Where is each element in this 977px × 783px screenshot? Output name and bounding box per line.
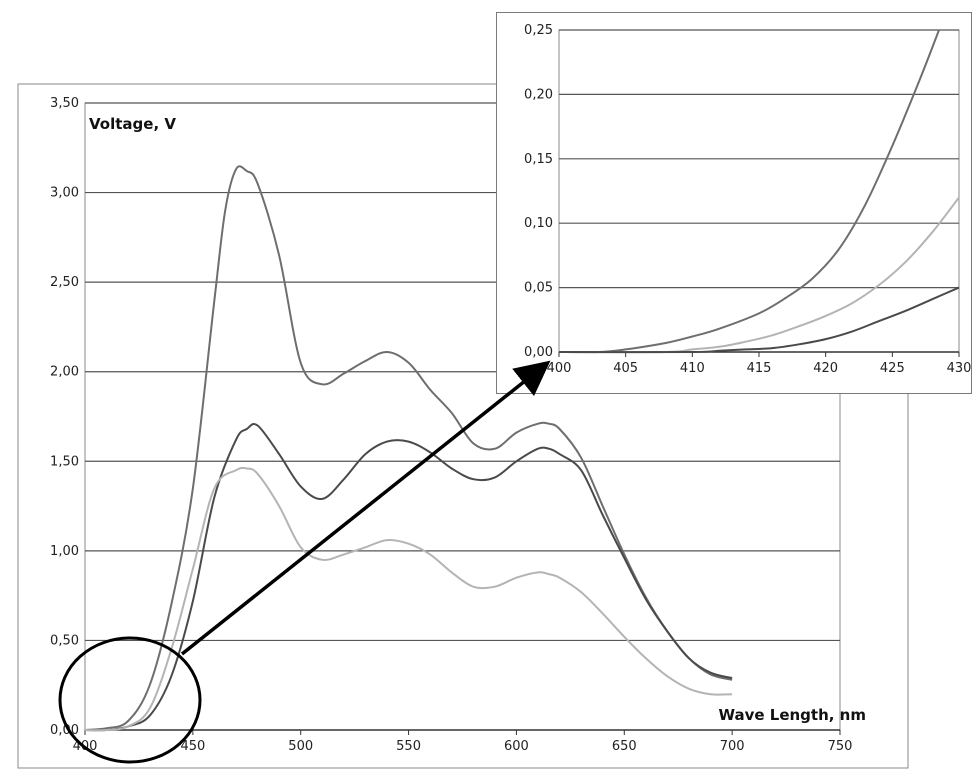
inset-chart: 0,00 0,05 0,10 0,15 0,20 0,25 400 405 410 415 420 4… (524, 23, 972, 376)
y-tick-label: 3,50 (50, 96, 79, 111)
x-tick-label: 430 (947, 361, 972, 376)
x-tick-label: 550 (396, 739, 421, 754)
x-tick-label: 600 (504, 739, 529, 754)
x-tick-label: 400 (547, 361, 572, 376)
y-tick-label: 0,00 (524, 345, 553, 360)
y-tick-label: 0,25 (524, 23, 553, 38)
plot-area (558, 29, 960, 353)
y-tick-label: 0,15 (524, 152, 553, 167)
x-tick-label: 425 (880, 361, 905, 376)
series-line-3 (558, 286, 960, 354)
inset-chart-panel: 0,00 0,05 0,10 0,15 0,20 0,25 400 405 410 415 420 4… (496, 12, 972, 394)
y-tick-label: 2,50 (50, 275, 79, 290)
y-tick-label: 0,50 (50, 633, 79, 648)
y-tick-label: 1,50 (50, 454, 79, 469)
x-tick-label: 410 (680, 361, 705, 376)
x-tick-label: 400 (73, 739, 98, 754)
x-tick-label: 500 (288, 739, 313, 754)
y-tick-label: 1,00 (50, 544, 79, 559)
x-tick-label: 650 (612, 739, 637, 754)
y-tick-label: 2,00 (50, 365, 79, 380)
y-tick-label: 0,20 (524, 87, 553, 102)
x-tick-label: 700 (720, 739, 745, 754)
x-tick-label: 450 (180, 739, 205, 754)
y-tick-label: 0,00 (50, 723, 79, 738)
y-axis-title: Voltage, V (89, 115, 176, 133)
y-tick-label: 0,10 (524, 216, 553, 231)
x-axis-title: Wave Length, nm (718, 706, 866, 724)
x-tick-label: 750 (828, 739, 853, 754)
y-tick-label: 0,05 (524, 281, 553, 296)
x-tick-label: 415 (747, 361, 772, 376)
y-tick-label: 3,00 (50, 186, 79, 201)
series-line-2 (558, 196, 960, 354)
x-tick-label: 405 (613, 361, 638, 376)
series-line-1 (558, 29, 940, 354)
x-tick-label: 420 (813, 361, 838, 376)
